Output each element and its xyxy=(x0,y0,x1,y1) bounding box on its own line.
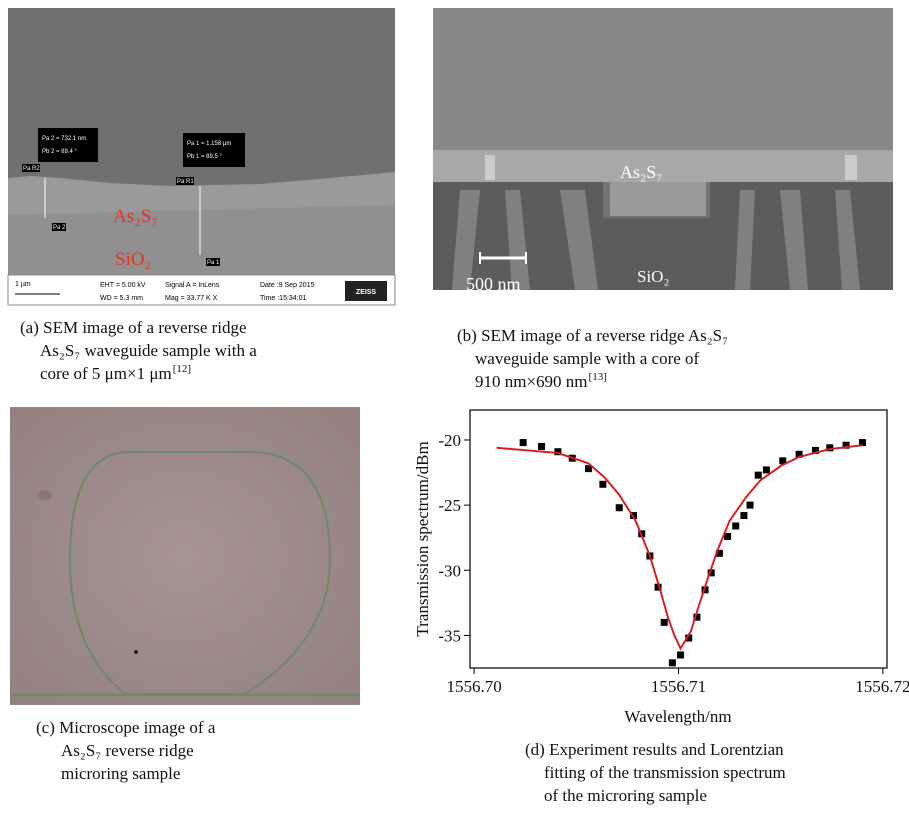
info: WD = 5.3 mm xyxy=(100,295,143,302)
measurement: Pb 1 = 89.5 ° xyxy=(187,154,223,160)
data-point xyxy=(599,481,606,488)
measurement: Pb 2 = 89.4 ° xyxy=(42,149,78,155)
info: EHT = 5.00 kV xyxy=(100,282,146,289)
info: Time :15:34:01 xyxy=(260,295,307,302)
data-point xyxy=(661,619,668,626)
info: Signal A = InLens xyxy=(165,282,220,289)
caption: (c) Microscope image of a xyxy=(36,718,216,737)
fit-line xyxy=(497,445,863,648)
marker: Pa R2 xyxy=(23,166,40,172)
caption: fitting of the transmission spectrum xyxy=(544,763,786,782)
info: Date :9 Sep 2015 xyxy=(260,282,315,289)
info: Mag = 33.77 K X xyxy=(165,295,218,302)
measurement: Pa 1 = 1.158 µm xyxy=(187,141,231,147)
plot-frame xyxy=(470,410,887,668)
data-point xyxy=(520,439,527,446)
caption: 910 nm×690 nm xyxy=(475,372,588,391)
y-tick-label: -35 xyxy=(438,626,461,645)
caption-ref: [13] xyxy=(589,371,607,383)
material-label: SiO₂ xyxy=(115,249,151,270)
material-label: SiO₂ xyxy=(637,267,669,286)
material-label: As₂S₇ xyxy=(620,162,663,182)
y-tick-label: -30 xyxy=(438,561,461,580)
figure: Pa 2 = 732.1 nm Pb 2 = 89.4 ° Pa 1 = 1.1… xyxy=(0,0,909,819)
data-point xyxy=(538,443,545,450)
sem-image-b: As₂S₇ 500 nm SiO₂ xyxy=(433,8,893,294)
x-tick-label: 1556.71 xyxy=(651,677,706,696)
data-point xyxy=(747,502,754,509)
caption: (d) Experiment results and Lorentzian xyxy=(525,740,784,759)
caption-ref: [12] xyxy=(173,363,191,375)
caption: (b) SEM image of a reverse ridge As₂S₇ xyxy=(457,326,728,345)
caption: As₂S₇ waveguide sample with a xyxy=(40,341,257,360)
caption: As₂S₇ reverse ridge xyxy=(61,741,194,760)
data-point xyxy=(732,522,739,529)
microscope-image xyxy=(10,407,360,705)
caption: microring sample xyxy=(61,764,180,783)
scale-label: 1 µm xyxy=(15,281,31,288)
x-axis-title: Wavelength/nm xyxy=(624,707,731,726)
caption: core of 5 μm×1 μm xyxy=(40,364,172,383)
y-tick-label: -25 xyxy=(438,496,461,515)
caption: of the microring sample xyxy=(544,786,707,805)
marker: Pa R1 xyxy=(177,179,194,185)
logo: ZEISS xyxy=(356,289,377,296)
sem-image-a: Pa 2 = 732.1 nm Pb 2 = 89.4 ° Pa 1 = 1.1… xyxy=(8,8,395,305)
data-point xyxy=(740,512,747,519)
marker: Pa 2 xyxy=(53,225,66,231)
x-tick-label: 1556.72 xyxy=(855,677,909,696)
y-axis-title: Transmission spectrum/dBm xyxy=(413,441,432,636)
data-point xyxy=(669,659,676,666)
measurement: Pa 2 = 732.1 nm xyxy=(42,136,86,142)
data-point xyxy=(763,466,770,473)
marker: Pa 1 xyxy=(207,260,220,266)
scale-label: 500 nm xyxy=(466,274,521,294)
data-point xyxy=(755,472,762,479)
caption: waveguide sample with a core of xyxy=(475,349,700,368)
data-point xyxy=(677,651,684,658)
y-tick-label: -20 xyxy=(438,431,461,450)
caption: (a) SEM image of a reverse ridge xyxy=(20,318,247,337)
chart: Wavelength/nm Transmission spectrum/dBm … xyxy=(413,410,909,726)
data-point xyxy=(616,504,623,511)
material-label: As₂S₇ xyxy=(113,206,158,227)
x-tick-label: 1556.70 xyxy=(446,677,501,696)
